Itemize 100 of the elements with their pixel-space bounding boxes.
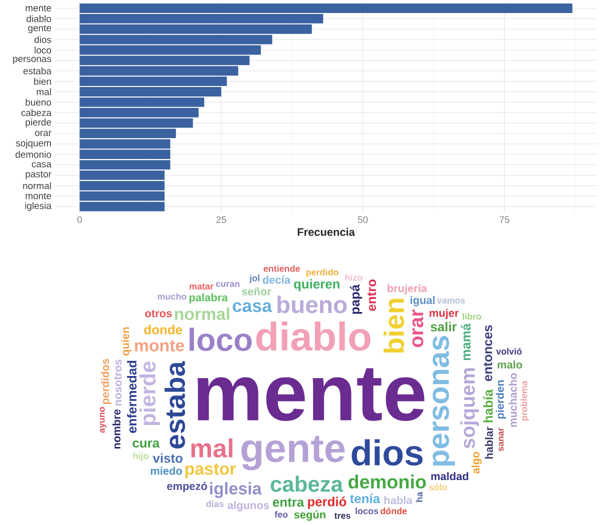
y-tick-label: estaba xyxy=(23,67,52,74)
text: perdidos xyxy=(100,358,112,404)
text: sanar xyxy=(498,428,504,452)
text: palabra xyxy=(189,293,228,304)
text: ayuno xyxy=(100,407,107,433)
text: quieren xyxy=(294,279,340,292)
x-tick-label: 25 xyxy=(216,216,226,224)
text: cabeza xyxy=(270,476,344,492)
text: sólo xyxy=(429,484,447,490)
y-tick-label: gente xyxy=(28,25,52,34)
y-tick-label: personas xyxy=(13,56,52,64)
text: gente xyxy=(241,436,345,470)
text: entro xyxy=(367,279,376,311)
text: pastor xyxy=(185,464,236,478)
text: igual xyxy=(410,296,435,306)
text: mal xyxy=(191,438,232,458)
x-tick-label: 75 xyxy=(500,216,510,223)
text: pierde xyxy=(140,361,160,426)
text: otros xyxy=(145,310,172,318)
text: hablar xyxy=(484,426,493,459)
text: entra xyxy=(272,498,304,507)
text: libro xyxy=(462,313,482,320)
text: sojquem xyxy=(460,368,479,448)
text: bien xyxy=(384,298,404,353)
text: brujería xyxy=(388,284,428,294)
text: entonces xyxy=(484,325,492,382)
text: entiende xyxy=(264,265,300,272)
text: bueno xyxy=(277,296,347,314)
text: algunos xyxy=(228,501,269,512)
text: habla xyxy=(384,496,412,504)
text: curan xyxy=(216,282,240,287)
y-tick-label: cabeza xyxy=(21,109,52,116)
text: había xyxy=(483,389,493,422)
y-tick-label: monte xyxy=(26,192,52,200)
text: cura xyxy=(132,440,160,448)
y-tick-label: dios xyxy=(34,36,52,44)
text: tenía xyxy=(350,494,380,504)
y-tick-label: casa xyxy=(32,162,52,168)
y-tick-label: bien xyxy=(34,78,51,85)
text: personas xyxy=(432,336,455,466)
text: iglesia xyxy=(210,482,262,498)
text: mujer xyxy=(430,308,459,320)
y-tick-label: loco xyxy=(34,46,52,54)
y-tick-label: diablo xyxy=(26,15,52,22)
y-tick-label: mal xyxy=(36,88,51,96)
text: maldad xyxy=(431,472,468,480)
text: según xyxy=(294,510,326,521)
y-tick-label: iglesia xyxy=(25,202,52,211)
text: problema xyxy=(520,380,529,420)
text: demonio xyxy=(348,474,426,489)
y-tick-label: normal xyxy=(23,182,51,190)
text: salir xyxy=(430,322,457,332)
text: normal xyxy=(174,308,230,320)
text: dios xyxy=(352,439,423,466)
text: volvió xyxy=(496,348,522,355)
text: mente xyxy=(198,368,424,421)
text: mamá xyxy=(460,323,471,360)
text: visto xyxy=(152,453,182,463)
text: monte xyxy=(134,340,184,352)
text: nombre xyxy=(112,409,120,449)
text: matar xyxy=(190,284,214,290)
y-tick-label: orar xyxy=(35,130,52,136)
text: mucho xyxy=(158,293,186,300)
text: donde xyxy=(144,324,182,334)
text: días xyxy=(206,500,224,508)
text: jol xyxy=(249,274,260,284)
y-tick-label: demonio xyxy=(16,150,52,158)
text: señor xyxy=(242,287,272,296)
text: tres xyxy=(334,512,350,519)
text: vamos xyxy=(436,298,465,304)
text: diablo xyxy=(256,322,370,351)
text: dónde xyxy=(380,508,407,514)
text: nosotros xyxy=(114,360,122,406)
text: empezó xyxy=(167,482,208,492)
x-tick-label: 50 xyxy=(358,216,368,224)
y-tick-label: bueno xyxy=(26,98,52,106)
y-tick-label: pastor xyxy=(26,171,52,180)
text: orar xyxy=(412,309,424,348)
x-tick-label: 0 xyxy=(77,216,82,224)
y-tick-label: sojquem xyxy=(16,140,51,148)
text: hijo xyxy=(133,452,148,461)
text: quien xyxy=(121,327,132,356)
text: muchacho xyxy=(508,373,517,427)
text: perdido xyxy=(306,268,338,278)
x-axis-title: Frecuencia xyxy=(298,228,355,236)
text: decía xyxy=(262,276,290,284)
text: loco xyxy=(190,328,252,352)
y-tick-label: mente xyxy=(26,5,52,12)
y-tick-label: pierde xyxy=(26,118,52,128)
text: enfermedad xyxy=(127,360,137,433)
text: locos xyxy=(356,508,378,514)
text: algo xyxy=(471,452,482,474)
text: malo xyxy=(498,360,522,369)
text: casa xyxy=(232,302,272,312)
text: feo xyxy=(274,511,288,518)
text: hizo xyxy=(345,274,362,281)
text: estaba xyxy=(164,361,186,448)
text: miedo xyxy=(150,466,182,475)
text: perdió xyxy=(308,496,346,509)
text: papá xyxy=(350,284,362,314)
